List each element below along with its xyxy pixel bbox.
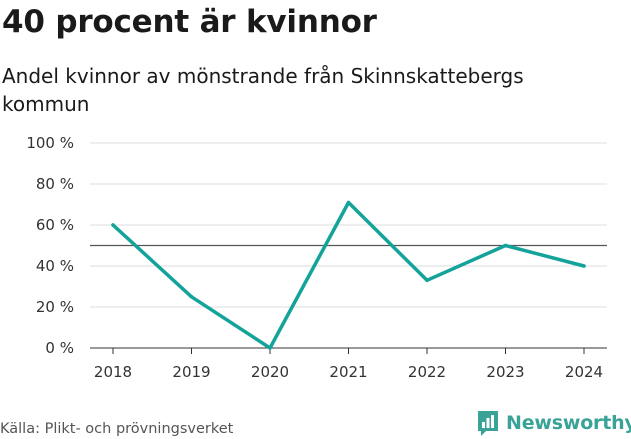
brand-logo: Newsworthy (476, 407, 631, 439)
x-tick-label: 2023 (486, 363, 524, 381)
x-tick-label: 2018 (94, 363, 132, 381)
data-point-2018 (111, 223, 115, 227)
data-point-2024 (582, 264, 586, 268)
x-tick-label: 2024 (565, 363, 603, 381)
chart-subtitle: Andel kvinnor av mönstrande från Skinnsk… (2, 64, 524, 116)
brand-name: Newsworthy (506, 412, 631, 434)
grid-lines (90, 142, 607, 349)
data-point-2022 (425, 278, 429, 283)
y-tick-label: 20 % (36, 298, 74, 316)
source-note: Källa: Plikt- och prövningsverket (0, 421, 234, 437)
data-point-2020 (268, 346, 272, 350)
chart-title: 40 procent är kvinnor (2, 4, 377, 40)
x-tick-label: 2020 (251, 363, 289, 381)
x-tick-label: 2019 (172, 363, 210, 381)
y-tick-label: 60 % (36, 216, 74, 234)
data-point-2021 (346, 200, 351, 205)
data-point-2023 (503, 243, 508, 248)
data-points (111, 200, 586, 350)
line-chart: 0 % 20 % 40 % 60 % 80 % 100 % 2018 2019 2020 202… (26, 134, 607, 381)
x-tick-label: 2021 (329, 363, 367, 381)
y-axis-ticks: 0 % 20 % 40 % 60 % 80 % 100 % (26, 134, 74, 357)
data-point-2019 (189, 295, 194, 299)
y-tick-label: 0 % (45, 339, 74, 357)
x-axis-ticks: 2018 2019 2020 2021 2022 2023 2024 (94, 348, 603, 381)
y-tick-label: 80 % (36, 175, 74, 193)
series-line-andel-kvinnor (111, 200, 586, 350)
y-tick-label: 40 % (36, 257, 74, 275)
newsworthy-logo-icon (478, 411, 498, 436)
x-tick-label: 2022 (408, 363, 446, 381)
y-tick-label: 100 % (26, 134, 74, 152)
